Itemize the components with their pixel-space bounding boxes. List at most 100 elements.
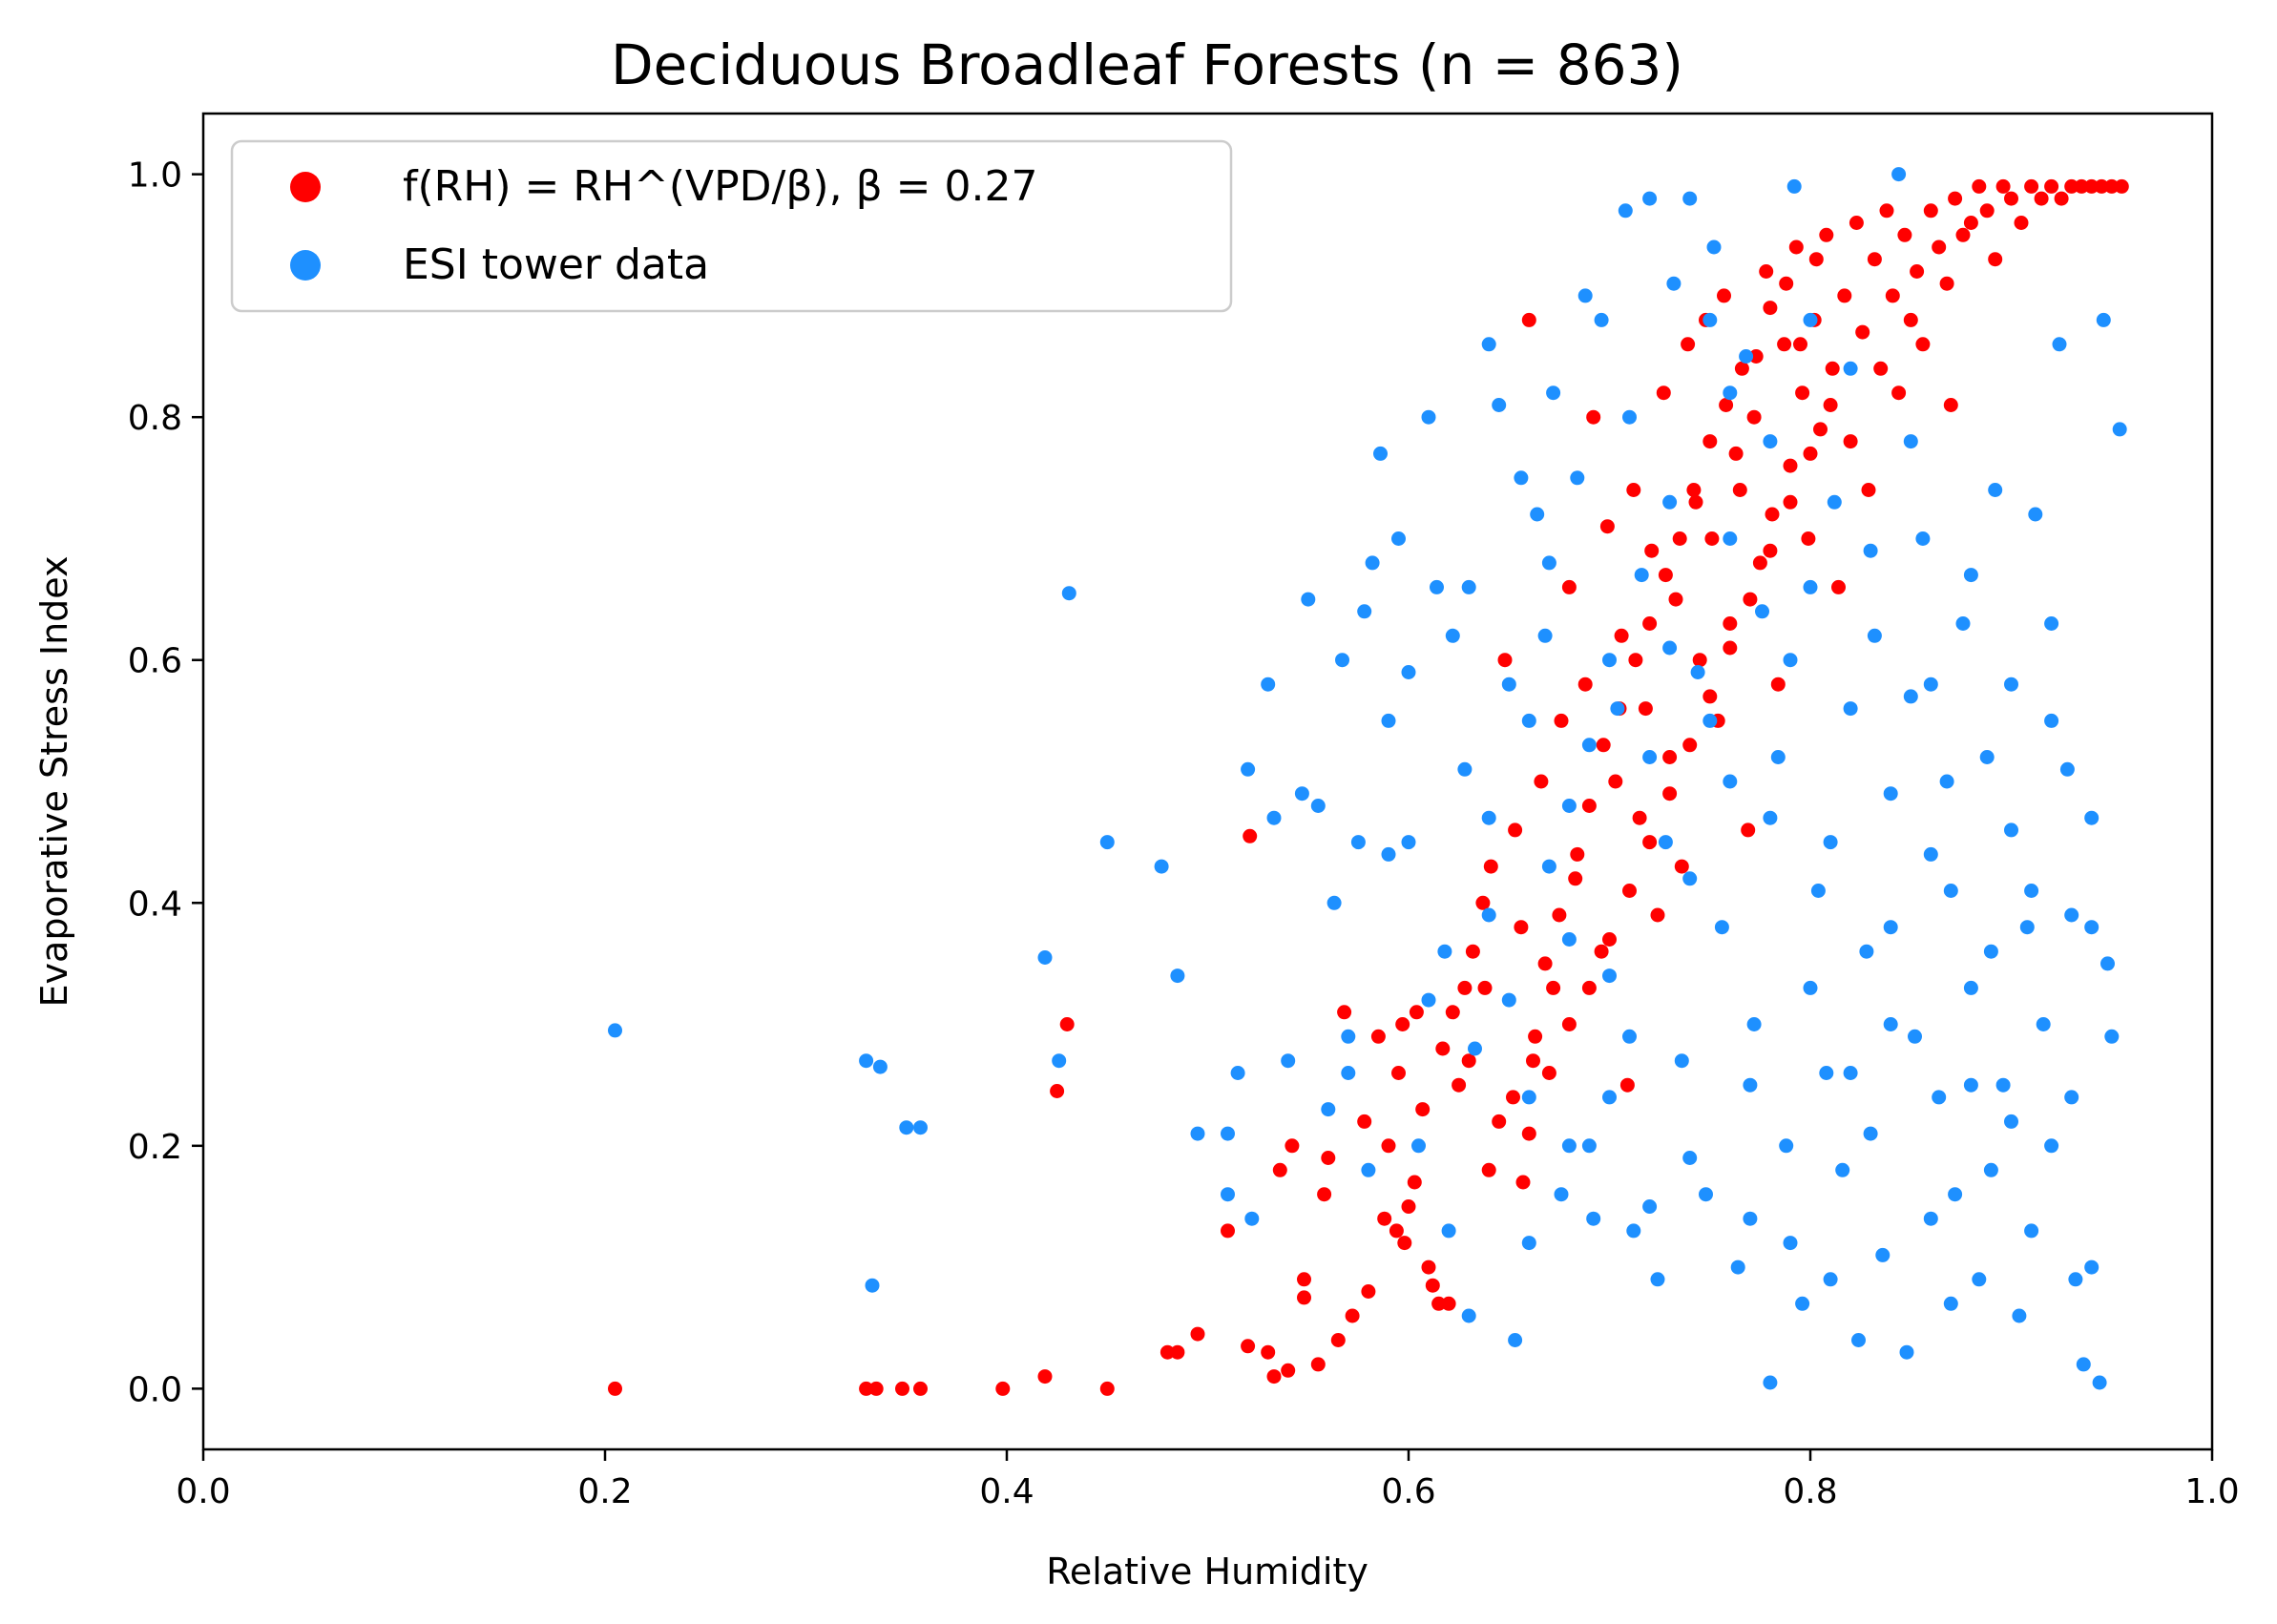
tower-point-175: [1923, 677, 1938, 692]
model-point-96: [1867, 252, 1882, 267]
legend-label-tower: ESI tower data: [403, 240, 709, 289]
tower-point-41: [1468, 1041, 1482, 1056]
model-point-139: [1743, 592, 1758, 607]
plot-frame: [201, 112, 2214, 1451]
tower-point-190: [1461, 1308, 1476, 1323]
tower-point-70: [1706, 239, 1722, 255]
tower-point-177: [1963, 568, 1978, 583]
tower-point-185: [1361, 1162, 1376, 1177]
tower-point-144: [1943, 884, 1958, 898]
tower-point-104: [1979, 750, 1995, 764]
tower-point-44: [1501, 677, 1516, 692]
model-point-90: [1831, 579, 1846, 594]
tower-point-73: [1730, 1260, 1745, 1275]
model-point-117: [2024, 178, 2039, 194]
model-point-144: [1481, 1162, 1496, 1177]
model-point-178: [1357, 1114, 1372, 1129]
tower-point-10: [1154, 859, 1169, 874]
model-point-122: [2074, 178, 2089, 194]
tower-point-137: [1803, 980, 1818, 995]
tower-point-131: [1682, 871, 1698, 886]
model-point-59: [1644, 543, 1660, 558]
tower-point-92: [1883, 786, 1898, 802]
model-point-14: [1221, 1223, 1235, 1239]
tower-point-46: [1514, 470, 1529, 486]
model-point-17: [1266, 1369, 1282, 1385]
y-tick-label: 0.8: [128, 399, 182, 438]
tower-point-145: [1963, 1077, 1978, 1093]
model-point-50: [1586, 409, 1601, 425]
model-point-66: [1686, 483, 1702, 497]
tower-point-110: [2028, 507, 2043, 522]
model-point-168: [1395, 1017, 1410, 1031]
y-axis-ticks: 0.0 0.2 0.4 0.6 0.8 1.0: [128, 156, 203, 1409]
model-point-30: [1407, 1175, 1422, 1190]
model-point-54: [1614, 628, 1629, 643]
tower-point-64: [1658, 835, 1673, 850]
tower-point-97: [1923, 846, 1938, 862]
tower-point-62: [1642, 191, 1658, 206]
tower-point-100: [1948, 1187, 1963, 1202]
tower-point-18: [1261, 677, 1276, 692]
model-point-45: [1546, 980, 1561, 995]
tower-point-156: [1541, 555, 1556, 571]
tower-point-19: [1266, 810, 1282, 825]
tower-point-133: [1723, 385, 1738, 401]
tower-point-149: [2044, 1138, 2059, 1154]
model-point-103: [1910, 264, 1925, 279]
model-point-28: [1397, 1236, 1412, 1251]
x-axis-ticks: 0.0 0.2 0.4 0.6 0.8 1.0: [176, 1449, 2240, 1511]
tower-point-103: [1972, 1272, 1987, 1287]
model-point-160: [1703, 434, 1718, 449]
tower-point-128: [1622, 1029, 1637, 1044]
model-point-39: [1497, 653, 1513, 668]
model-point-2: [868, 1381, 884, 1396]
tower-point-37: [1430, 579, 1444, 594]
model-point-141: [1783, 494, 1798, 510]
model-point-109: [1955, 227, 1971, 242]
tower-point-6: [1037, 950, 1053, 965]
tower-point-154: [1501, 992, 1516, 1008]
tower-point-125: [1561, 932, 1577, 947]
tower-point-184: [1341, 1066, 1356, 1080]
tower-point-172: [1863, 543, 1878, 558]
model-point-171: [1431, 1296, 1447, 1311]
model-point-44: [1534, 774, 1549, 789]
model-point-10: [1243, 828, 1258, 843]
tower-point-105: [1988, 483, 2003, 497]
model-point-151: [1568, 871, 1583, 886]
tower-point-28: [1350, 835, 1366, 850]
tower-point-182: [2064, 1090, 2079, 1105]
model-point-41: [1514, 920, 1529, 935]
tower-point-33: [1391, 531, 1406, 546]
tower-point-170: [1823, 1272, 1838, 1287]
model-point-97: [1873, 361, 1889, 376]
model-point-106: [1932, 239, 1947, 255]
model-point-175: [1477, 980, 1493, 995]
tower-point-106: [1995, 1077, 2011, 1093]
model-point-57: [1632, 810, 1647, 825]
model-point-116: [2014, 216, 2029, 230]
tower-point-118: [2092, 1375, 2107, 1390]
model-point-7: [1099, 1381, 1115, 1396]
model-point-36: [1465, 944, 1480, 959]
tower-point-130: [1662, 494, 1678, 510]
tower-point-143: [1923, 1211, 1938, 1226]
tower-point-165: [1723, 774, 1738, 789]
model-point-48: [1570, 846, 1585, 862]
model-point-3: [895, 1381, 909, 1396]
tower-point-146: [1983, 1162, 1998, 1177]
tower-point-4: [913, 1120, 928, 1135]
tower-point-94: [1899, 1344, 1914, 1360]
model-point-100: [1891, 385, 1907, 401]
tower-point-14: [1221, 1187, 1235, 1202]
model-point-148: [1528, 1029, 1543, 1044]
model-point-153: [1596, 738, 1611, 753]
tower-point-31: [1373, 446, 1388, 461]
tower-point-36: [1421, 409, 1436, 425]
model-point-91: [1837, 288, 1852, 303]
model-point-115: [2004, 191, 2018, 206]
tower-point-113: [2052, 337, 2067, 352]
model-point-13: [1190, 1326, 1205, 1342]
